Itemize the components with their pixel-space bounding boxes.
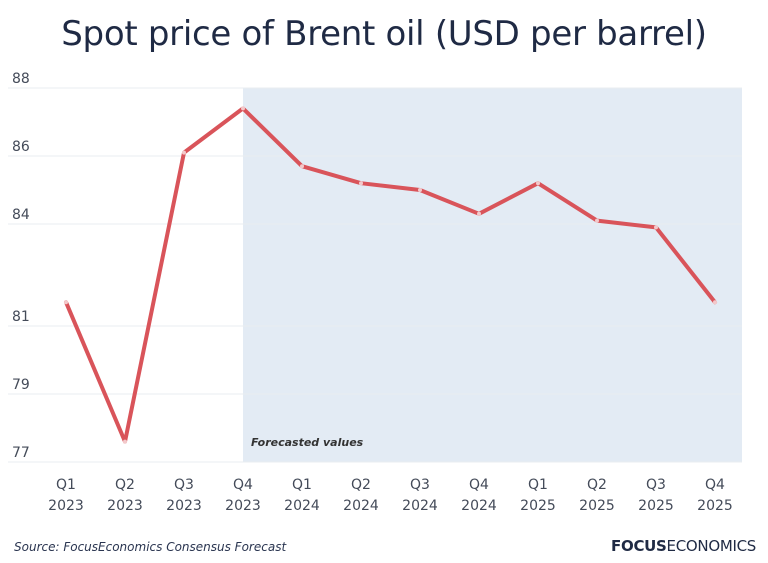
y-tick-label: 79 bbox=[12, 377, 30, 393]
brand-logo: FOCUSECONOMICS bbox=[611, 537, 756, 555]
y-tick-label: 88 bbox=[12, 71, 30, 87]
data-point bbox=[713, 300, 717, 305]
data-point bbox=[477, 211, 481, 216]
brand-logo-economics: ECONOMICS bbox=[666, 537, 757, 555]
series-line bbox=[64, 106, 717, 444]
data-point bbox=[654, 225, 658, 230]
forecast-region bbox=[243, 88, 742, 462]
x-tick-label: Q2 2023 bbox=[107, 477, 143, 514]
x-tick-label: Q4 2025 bbox=[697, 477, 733, 514]
data-point bbox=[418, 188, 422, 192]
x-tick-label: Q3 2023 bbox=[166, 477, 202, 514]
x-tick-label: Q2 2025 bbox=[579, 477, 615, 514]
data-point bbox=[300, 164, 304, 169]
x-tick-label: Q3 2025 bbox=[638, 477, 674, 514]
x-tick-label: Q2 2024 bbox=[343, 477, 379, 514]
source-note: Source: FocusEconomics Consensus Forecas… bbox=[14, 540, 287, 554]
chart-title: Spot price of Brent oil (USD per barrel) bbox=[61, 14, 707, 54]
data-point bbox=[359, 181, 363, 186]
forecast-label: Forecasted values bbox=[251, 436, 364, 449]
data-point bbox=[182, 150, 186, 155]
x-tick-label: Q4 2023 bbox=[225, 477, 261, 514]
y-tick-label: 77 bbox=[12, 445, 30, 461]
x-tick-label: Q4 2024 bbox=[461, 477, 497, 514]
y-tick-label: 81 bbox=[12, 309, 30, 325]
data-point bbox=[241, 106, 245, 111]
y-tick-label: 84 bbox=[12, 207, 30, 223]
data-point bbox=[123, 439, 127, 444]
x-tick-label: Q1 2024 bbox=[284, 477, 320, 514]
x-tick-label: Q1 2023 bbox=[48, 477, 84, 514]
data-point bbox=[595, 218, 599, 223]
y-tick-label: 86 bbox=[12, 139, 30, 155]
data-point bbox=[536, 181, 540, 186]
x-tick-label: Q3 2024 bbox=[402, 477, 438, 514]
data-point bbox=[64, 300, 68, 305]
x-tick-label: Q1 2025 bbox=[520, 477, 556, 514]
brand-logo-focus: FOCUS bbox=[611, 537, 667, 555]
